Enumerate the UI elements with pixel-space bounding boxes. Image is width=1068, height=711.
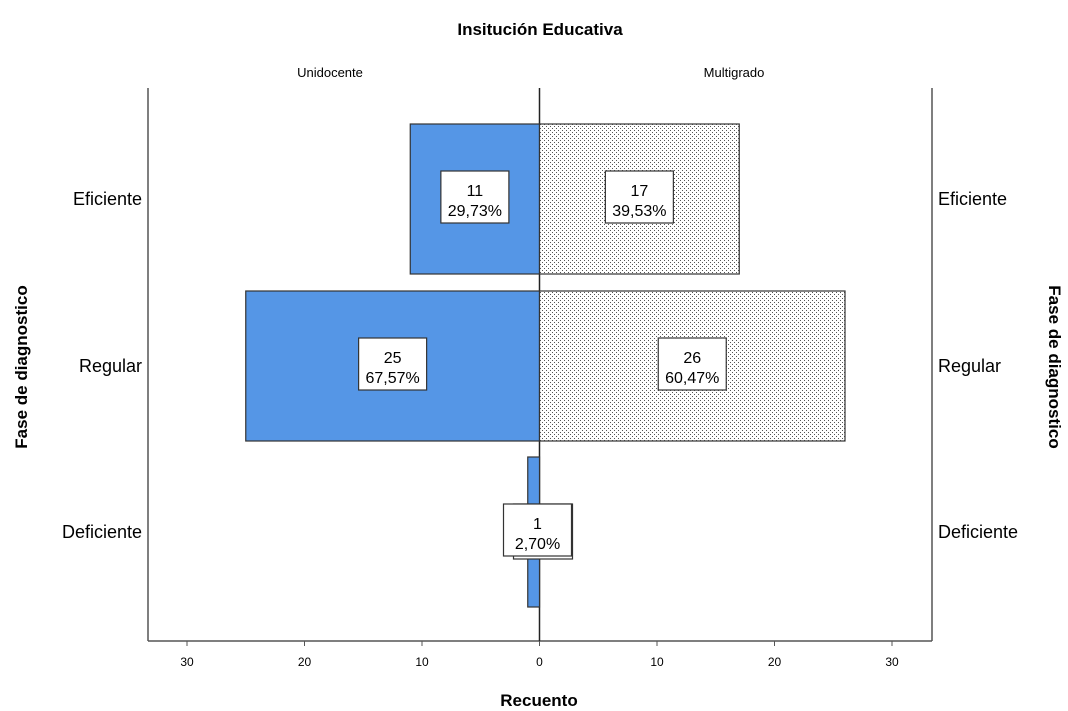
left-panel-label: Unidocente [297,65,363,80]
category-labels: Eficiente Eficiente Regular Regular Deficien… [62,189,1018,542]
data-label-box [358,337,428,391]
data-label-count: 26 [683,350,701,367]
category-label-right: Deficiente [938,522,1018,542]
x-tick-label: 30 [885,655,899,669]
data-label-percent: 67,57% [365,370,419,387]
data-label-percent: 29,73% [448,203,502,220]
y-axis-title-left: Fase de diagnostico [12,285,31,448]
data-label-percent: 60,47% [665,370,719,387]
x-axis-ticks: 30 20 10 0 10 20 30 [180,641,899,669]
data-label-percent: 2,70% [515,536,560,553]
y-axis-title-right: Fase de diagnostico [1045,285,1064,448]
data-labels: 11 29,73% 25 67,57% 1 2,70% 17 39,53% 26 60,47% [358,170,727,560]
data-label-box [440,170,510,224]
data-label-box [657,337,727,391]
data-label-box [604,170,674,224]
data-label-box [502,503,573,557]
category-label-right: Regular [938,356,1001,376]
data-label-count: 17 [630,183,648,200]
data-label-count: 11 [467,183,484,200]
chart-title: Insitución Educativa [457,20,623,39]
category-label-left: Eficiente [73,189,142,209]
data-label-count: 25 [384,350,402,367]
x-tick-label: 30 [180,655,194,669]
x-tick-label: 10 [415,655,429,669]
category-label-left: Regular [79,356,142,376]
x-tick-label: 20 [768,655,782,669]
category-label-right: Eficiente [938,189,1007,209]
data-label-count: 1 [533,516,542,533]
right-panel-label: Multigrado [704,65,765,80]
x-tick-label: 10 [650,655,664,669]
x-axis-title: Recuento [500,691,577,710]
category-label-left: Deficiente [62,522,142,542]
data-label-percent: 39,53% [612,203,666,220]
x-tick-label: 0 [536,655,543,669]
x-tick-label: 20 [298,655,312,669]
